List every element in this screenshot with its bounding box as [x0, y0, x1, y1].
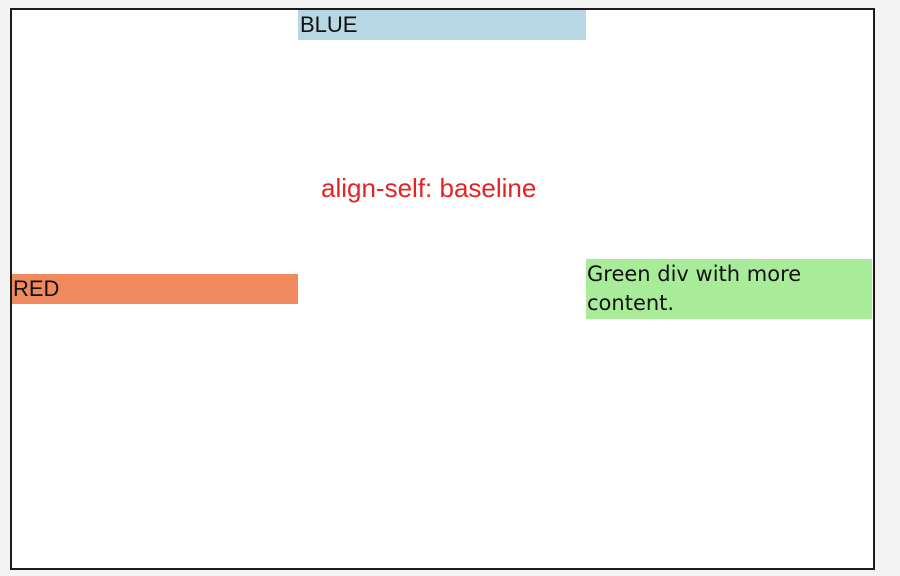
demo-container: BLUE align-self: baseline RED Green div …	[10, 8, 875, 570]
align-self-caption: align-self: baseline	[321, 173, 537, 203]
red-box: RED	[12, 274, 298, 304]
green-box: Green div with more content.	[586, 259, 872, 319]
blue-box: BLUE	[298, 10, 586, 40]
